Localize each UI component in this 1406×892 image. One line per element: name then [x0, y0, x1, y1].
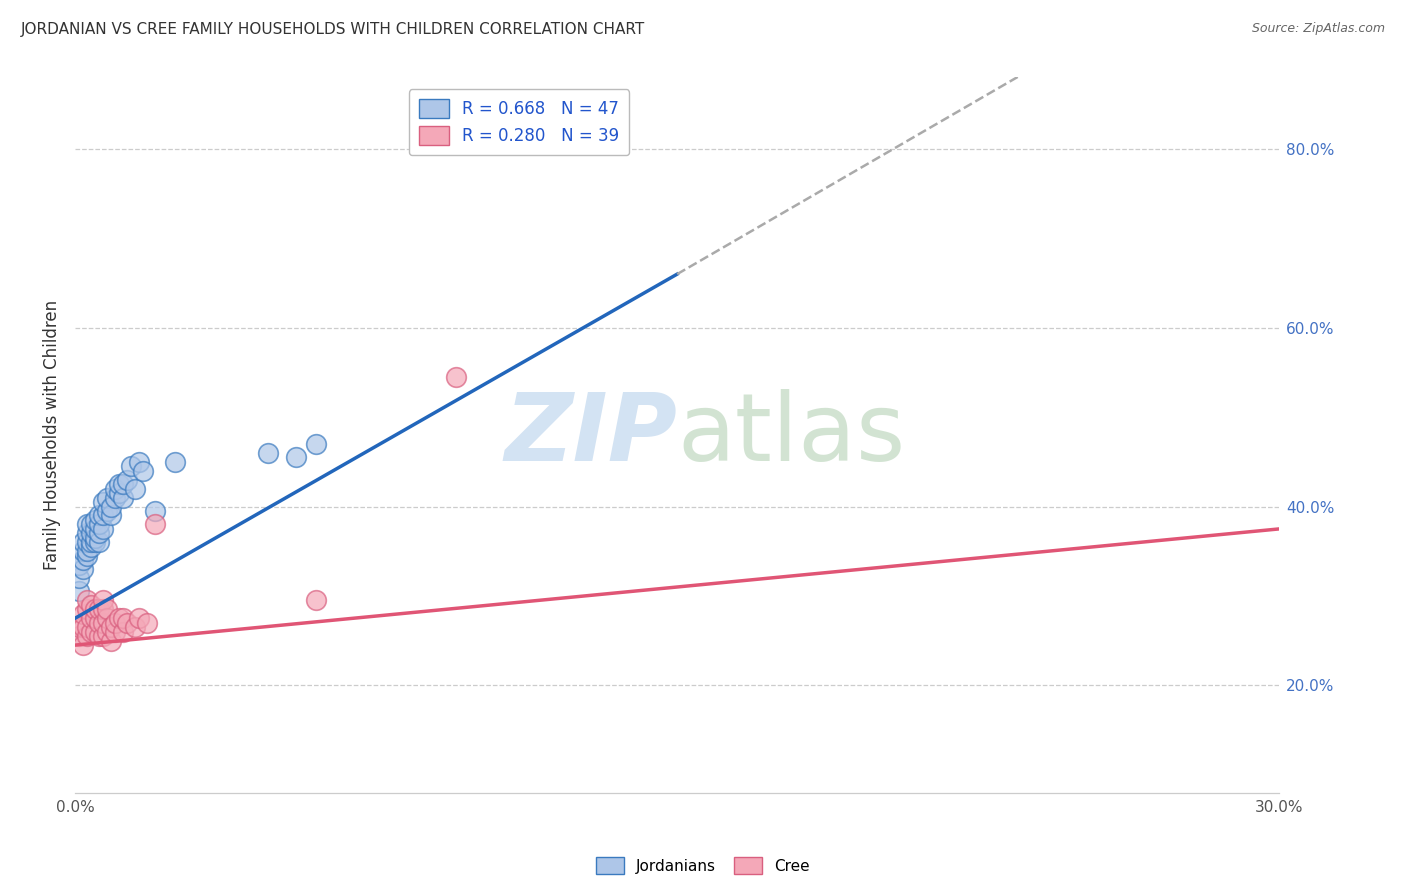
Point: [84, 624, 107, 639]
Point: [80, 540, 103, 554]
Point: [67, 558, 90, 572]
Text: Source: ZipAtlas.com: Source: ZipAtlas.com: [1251, 22, 1385, 36]
Point: [91, 495, 114, 509]
Point: [76, 602, 98, 616]
Point: [128, 611, 150, 625]
Point: [112, 611, 135, 625]
Point: [72, 638, 94, 652]
Point: [84, 531, 107, 545]
Point: [84, 522, 107, 536]
Point: [87, 602, 110, 616]
Point: [91, 522, 114, 536]
Point: [96, 504, 118, 518]
Point: [96, 611, 118, 625]
Point: [96, 624, 118, 639]
Point: [124, 620, 146, 634]
Point: [446, 370, 468, 384]
Point: [132, 464, 155, 478]
Point: [124, 482, 146, 496]
Point: [136, 615, 159, 630]
Point: [100, 500, 122, 514]
Text: ZIP: ZIP: [505, 389, 678, 481]
Point: [87, 508, 110, 523]
Point: [120, 459, 142, 474]
Point: [72, 553, 94, 567]
Point: [76, 526, 98, 541]
Point: [76, 629, 98, 643]
Point: [67, 571, 90, 585]
Point: [100, 620, 122, 634]
Point: [72, 562, 94, 576]
Point: [165, 455, 187, 469]
Point: [84, 513, 107, 527]
Point: [91, 602, 114, 616]
Point: [305, 437, 328, 451]
Point: [84, 602, 107, 616]
Point: [76, 535, 98, 549]
Point: [91, 629, 114, 643]
Point: [96, 491, 118, 505]
Point: [104, 624, 127, 639]
Point: [67, 629, 90, 643]
Point: [96, 602, 118, 616]
Y-axis label: Family Households with Children: Family Households with Children: [44, 300, 60, 570]
Point: [115, 473, 138, 487]
Point: [104, 615, 127, 630]
Point: [76, 620, 98, 634]
Point: [67, 584, 90, 599]
Point: [80, 517, 103, 532]
Point: [87, 535, 110, 549]
Point: [100, 633, 122, 648]
Text: atlas: atlas: [678, 389, 905, 481]
Point: [128, 455, 150, 469]
Point: [87, 526, 110, 541]
Legend: R = 0.668   N = 47, R = 0.280   N = 39: R = 0.668 N = 47, R = 0.280 N = 39: [409, 89, 628, 155]
Point: [72, 544, 94, 558]
Point: [143, 504, 166, 518]
Point: [80, 526, 103, 541]
Point: [108, 486, 131, 500]
Point: [80, 624, 103, 639]
Point: [72, 535, 94, 549]
Point: [91, 593, 114, 607]
Point: [76, 517, 98, 532]
Point: [100, 508, 122, 523]
Point: [305, 593, 328, 607]
Point: [284, 450, 307, 465]
Point: [72, 607, 94, 621]
Point: [112, 477, 135, 491]
Point: [76, 544, 98, 558]
Point: [104, 482, 127, 496]
Point: [87, 629, 110, 643]
Point: [104, 491, 127, 505]
Point: [80, 598, 103, 612]
Point: [84, 611, 107, 625]
Point: [76, 549, 98, 563]
Point: [80, 611, 103, 625]
Point: [112, 491, 135, 505]
Point: [143, 517, 166, 532]
Point: [72, 620, 94, 634]
Text: JORDANIAN VS CREE FAMILY HOUSEHOLDS WITH CHILDREN CORRELATION CHART: JORDANIAN VS CREE FAMILY HOUSEHOLDS WITH…: [21, 22, 645, 37]
Point: [67, 620, 90, 634]
Legend: Jordanians, Cree: Jordanians, Cree: [591, 851, 815, 880]
Point: [76, 593, 98, 607]
Point: [108, 611, 131, 625]
Point: [112, 624, 135, 639]
Point: [115, 615, 138, 630]
Point: [91, 508, 114, 523]
Point: [80, 535, 103, 549]
Point: [87, 517, 110, 532]
Point: [91, 615, 114, 630]
Point: [87, 615, 110, 630]
Point: [108, 477, 131, 491]
Point: [84, 535, 107, 549]
Point: [256, 446, 278, 460]
